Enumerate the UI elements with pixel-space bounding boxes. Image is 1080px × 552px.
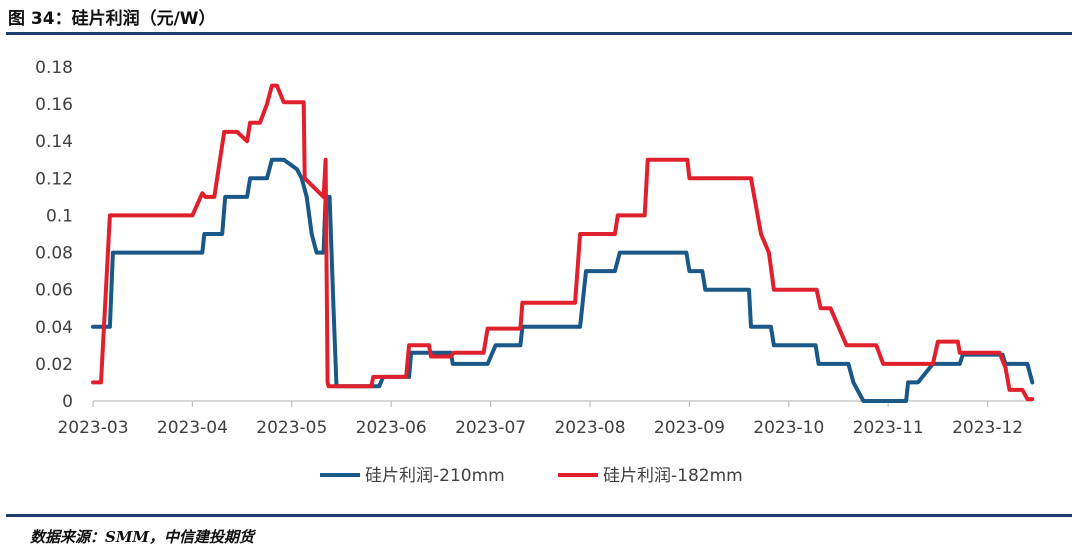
chart-legend: 硅片利润-210mm 硅片利润-182mm (320, 466, 743, 486)
top-rule (6, 32, 1072, 35)
x-tick-label: 2023-11 (853, 418, 924, 438)
y-tick-label: 0.12 (35, 169, 73, 189)
x-tick-label: 2023-03 (57, 418, 128, 438)
figure-title: 图 34：硅片利润（元/W） (8, 9, 216, 29)
x-tick-label: 2023-04 (157, 418, 228, 438)
chart-axes: 2023-03 2023-04 2023-05 2023-06 2023-07 2023-… (35, 58, 1033, 438)
y-tick-label: 0.06 (35, 281, 73, 301)
legend-label-182mm: 硅片利润-182mm (603, 466, 743, 486)
x-tick-label: 2023-10 (753, 418, 824, 438)
y-tick-label: 0.02 (35, 355, 73, 375)
x-tick-label: 2023-05 (256, 418, 327, 438)
legend-label-210mm: 硅片利润-210mm (365, 466, 505, 486)
x-tick-label: 2023-09 (654, 418, 725, 438)
y-tick-label: 0.14 (35, 132, 73, 152)
data-source-note: 数据来源：SMM，中信建投期货 (30, 528, 255, 546)
y-tick-label: 0.04 (35, 318, 73, 338)
y-tick-label: 0.1 (46, 206, 73, 226)
x-tick-label: 2023-12 (952, 418, 1023, 438)
x-tick-label: 2023-07 (455, 418, 526, 438)
y-tick-label: 0.18 (35, 58, 73, 78)
y-tick-label: 0 (62, 392, 73, 412)
x-tick-label: 2023-06 (356, 418, 427, 438)
y-tick-label: 0.16 (35, 95, 73, 115)
y-tick-label: 0.08 (35, 244, 73, 264)
bottom-rule (6, 514, 1072, 517)
series-line-182mm (91, 83, 1035, 402)
series-line-210mm (91, 157, 1035, 403)
x-tick-label: 2023-08 (554, 418, 625, 438)
chart-lines (91, 83, 1035, 403)
